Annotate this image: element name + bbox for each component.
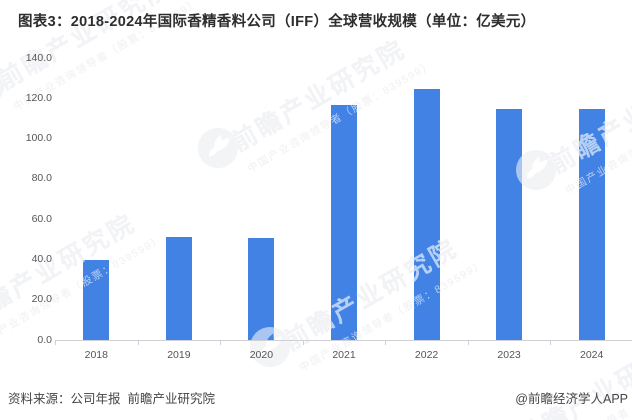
page-title: 图表3：2018-2024年国际香精香料公司（IFF）全球营收规模（单位：亿美元… bbox=[18, 14, 536, 30]
footer: 资料来源：公司年报 前瞻产业研究院 @前瞻经济学人APP bbox=[8, 388, 628, 407]
x-tick-label: 2020 bbox=[249, 349, 274, 361]
credit-note: @前瞻经济学人APP bbox=[515, 392, 628, 406]
x-axis-line bbox=[55, 340, 632, 341]
y-tick-label: 60.0 bbox=[31, 212, 52, 225]
x-tick-label: 2023 bbox=[497, 349, 521, 361]
y-tick-label: 140.0 bbox=[25, 51, 52, 64]
y-tick-label: 80.0 bbox=[31, 172, 52, 185]
x-tick-label: 2019 bbox=[167, 349, 191, 361]
x-axis-tick bbox=[220, 340, 222, 345]
x-tick-label: 2018 bbox=[84, 349, 108, 361]
bar-2020 bbox=[248, 237, 275, 340]
bar-2023 bbox=[496, 108, 523, 340]
qianzhan-bird-logo-icon bbox=[0, 74, 4, 98]
bar-2018 bbox=[83, 259, 110, 340]
y-tick-label: 120.0 bbox=[25, 91, 52, 104]
x-axis-tick bbox=[467, 340, 469, 345]
bar-2024 bbox=[578, 108, 605, 340]
x-tick-label: 2022 bbox=[414, 349, 439, 361]
bar-2019 bbox=[165, 236, 192, 340]
x-axis-tick bbox=[550, 340, 552, 345]
y-tick-label: 100.0 bbox=[25, 132, 52, 145]
y-tick-label: 0.0 bbox=[37, 333, 52, 346]
x-axis-tick bbox=[137, 340, 139, 345]
y-tick-label: 20.0 bbox=[31, 293, 52, 306]
bar-2021 bbox=[331, 105, 357, 340]
x-tick-label: 2024 bbox=[580, 349, 604, 361]
source-note: 资料来源：公司年报 前瞻产业研究院 bbox=[8, 392, 215, 406]
y-tick-label: 40.0 bbox=[31, 252, 52, 265]
qianzhan-bird-logo-icon bbox=[250, 327, 290, 367]
x-axis-tick bbox=[55, 340, 56, 345]
x-axis-tick bbox=[385, 340, 387, 345]
qianzhan-bird-logo-icon bbox=[516, 150, 556, 190]
bar-2022 bbox=[413, 89, 440, 340]
x-tick-label: 2021 bbox=[332, 349, 356, 361]
qianzhan-bird-logo-icon bbox=[198, 128, 238, 168]
x-axis-tick bbox=[302, 340, 304, 345]
